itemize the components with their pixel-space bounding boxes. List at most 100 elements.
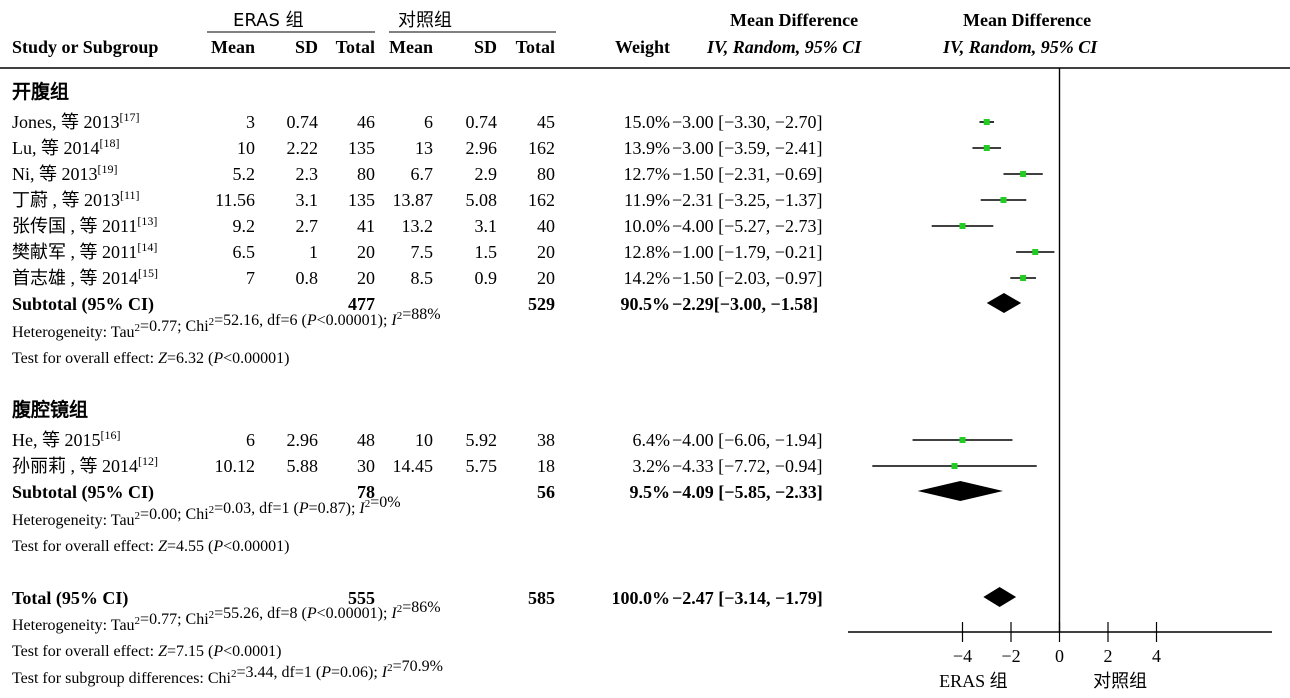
total-label: Total (95% CI)	[12, 588, 128, 609]
subtotal-control-total: 529	[528, 294, 555, 314]
point-estimate	[1020, 275, 1027, 281]
md-right-header-2: IV, Random, 95% CI	[942, 37, 1098, 57]
x-tick-label: 0	[1055, 646, 1064, 666]
eras-total: 20	[357, 268, 375, 288]
eras-mean: 7	[246, 268, 255, 288]
study-reference: [11]	[120, 188, 140, 202]
pooled-diamond	[983, 587, 1017, 607]
eras-mean: 11.56	[215, 190, 255, 210]
control-total: 38	[537, 430, 555, 450]
subtotal-eras-total: 78	[357, 482, 375, 502]
control-mean: 13	[415, 138, 433, 158]
heterogeneity-text: Heterogeneity: Tau2=0.00; Chi2=0.03, df=…	[12, 494, 401, 529]
eras-total: 80	[357, 164, 375, 184]
col-weight: Weight	[615, 37, 670, 57]
control-total: 18	[537, 456, 555, 476]
study-reference: [19]	[98, 162, 118, 176]
eras-sd: 3.1	[296, 190, 319, 210]
control-sd: 3.1	[475, 216, 498, 236]
control-mean: 7.5	[411, 242, 434, 262]
study-reference: [13]	[137, 214, 157, 228]
study-ci-text: −3.00 [−3.59, −2.41]	[672, 138, 822, 158]
col-control-total: Total	[516, 37, 555, 57]
eras-total: 30	[357, 456, 375, 476]
subtotal-ci-text: −4.09 [−5.85, −2.33]	[672, 482, 823, 502]
study-ci-text: −1.50 [−2.31, −0.69]	[672, 164, 822, 184]
pooled-diamond	[917, 481, 1003, 501]
study-name: He, 等 2015[16]	[12, 428, 121, 450]
x-tick-label: −4	[953, 646, 972, 666]
subgroup-differences-text: Test for subgroup differences: Chi2=3.44…	[12, 658, 443, 687]
control-mean: 10	[415, 430, 433, 450]
eras-sd: 0.74	[287, 112, 319, 132]
study-reference: [17]	[120, 110, 140, 124]
eras-sd: 2.22	[287, 138, 319, 158]
study-weight: 10.0%	[624, 216, 671, 236]
total-eras-total: 555	[348, 588, 375, 608]
eras-mean: 6.5	[233, 242, 256, 262]
study-reference: [15]	[138, 266, 158, 280]
study-reference: [16]	[101, 428, 121, 442]
total-ci-text: −2.47 [−3.14, −1.79]	[672, 588, 823, 608]
eras-total: 135	[348, 138, 375, 158]
control-mean: 13.2	[402, 216, 434, 236]
col-eras-sd: SD	[295, 37, 318, 57]
pooled-diamond	[986, 293, 1022, 313]
overall-effect-text: Test for overall effect: Z=4.55 (P<0.000…	[12, 538, 289, 555]
study-weight: 12.7%	[624, 164, 671, 184]
control-total: 45	[537, 112, 555, 132]
total-heterogeneity-text: Heterogeneity: Tau2=0.77; Chi2=55.26, df…	[12, 599, 441, 634]
eras-mean: 6	[246, 430, 255, 450]
x-tick-label: 2	[1104, 646, 1113, 666]
col-study: Study or Subgroup	[12, 37, 158, 57]
subtotal-label: Subtotal (95% CI)	[12, 294, 154, 315]
control-sd: 5.75	[466, 456, 498, 476]
study-reference: [12]	[138, 454, 158, 468]
study-weight: 15.0%	[624, 112, 671, 132]
md-left-header-1: Mean Difference	[730, 10, 858, 30]
study-ci-text: −4.00 [−6.06, −1.94]	[672, 430, 822, 450]
eras-group-header: ERAS 组	[233, 10, 304, 31]
control-total: 20	[537, 242, 555, 262]
subtotal-eras-total: 477	[348, 294, 375, 314]
point-estimate	[959, 223, 966, 229]
eras-total: 135	[348, 190, 375, 210]
total-control-total: 585	[528, 588, 555, 608]
point-estimate	[1020, 171, 1027, 177]
study-weight: 13.9%	[624, 138, 671, 158]
study-name: 丁蔚 , 等 2013[11]	[12, 188, 140, 210]
point-estimate	[959, 437, 966, 443]
study-weight: 3.2%	[633, 456, 671, 476]
study-ci-text: −4.00 [−5.27, −2.73]	[672, 216, 822, 236]
col-eras-total: Total	[336, 37, 375, 57]
column-header-row: Study or Subgroup Mean SD Total Mean SD …	[12, 37, 670, 57]
subtotal-weight: 9.5%	[630, 482, 671, 502]
eras-sd: 0.8	[296, 268, 319, 288]
study-name: Jones, 等 2013[17]	[12, 110, 140, 132]
point-estimate	[1032, 249, 1039, 255]
study-weight: 6.4%	[633, 430, 671, 450]
subtotal-weight: 90.5%	[621, 294, 671, 314]
subtotal-control-total: 56	[537, 482, 555, 502]
study-name: 孙丽莉 , 等 2014[12]	[12, 454, 158, 476]
eras-mean: 10.12	[215, 456, 256, 476]
control-total: 162	[528, 190, 555, 210]
control-sd: 1.5	[475, 242, 498, 262]
subtotal-ci-text: −2.29[−3.00, −1.58]	[672, 294, 818, 314]
control-mean: 14.45	[393, 456, 434, 476]
subgroup-heading: 开腹组	[12, 80, 69, 103]
heterogeneity-text: Heterogeneity: Tau2=0.77; Chi2=52.16, df…	[12, 306, 441, 341]
study-name: Ni, 等 2013[19]	[12, 162, 118, 184]
study-name: 首志雄 , 等 2014[15]	[12, 266, 158, 288]
study-ci-text: −1.00 [−1.79, −0.21]	[672, 242, 822, 262]
control-total: 162	[528, 138, 555, 158]
control-sd: 2.96	[466, 138, 498, 158]
x-tick-label: 4	[1152, 646, 1161, 666]
control-sd: 0.74	[466, 112, 498, 132]
eras-total: 41	[357, 216, 375, 236]
eras-mean: 5.2	[233, 164, 256, 184]
favours-right-label: 对照组	[1093, 671, 1147, 691]
point-estimate	[983, 145, 990, 151]
control-total: 80	[537, 164, 555, 184]
